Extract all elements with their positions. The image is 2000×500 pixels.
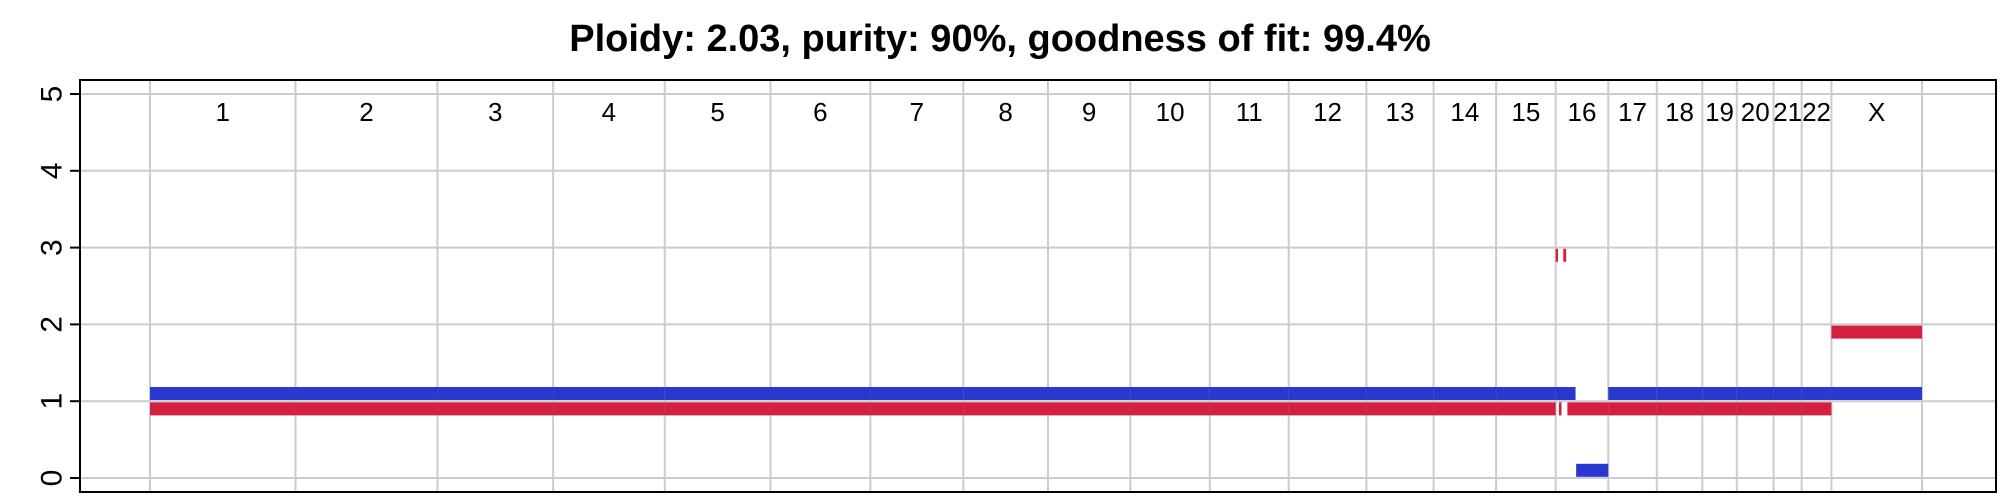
major-allele-segment xyxy=(963,387,1048,401)
chromosome-label: 22 xyxy=(1802,97,1831,127)
chromosome-label: 18 xyxy=(1665,97,1694,127)
minor-allele-segment xyxy=(150,402,296,416)
minor-allele-segment xyxy=(1702,402,1737,416)
chromosome-label-layer: 1 2 3 4 5 6 7 8 9 10 11 12 13 14 15 16 17 18 19 20 21 22 X xyxy=(216,97,1886,127)
major-allele-segment xyxy=(1130,387,1210,401)
chromosome-label: 1 xyxy=(216,97,230,127)
minor-allele-segment xyxy=(553,402,665,416)
minor-allele-segment xyxy=(664,402,771,416)
minor-allele-segment xyxy=(1736,402,1774,416)
chromosome-label: 10 xyxy=(1156,97,1185,127)
minor-allele-segment xyxy=(1801,402,1832,416)
chromosome-label: 6 xyxy=(813,97,827,127)
y-tick-label: 5 xyxy=(36,86,69,103)
major-allele-segment xyxy=(664,387,771,401)
minor-allele-segment xyxy=(1567,402,1609,416)
minor-allele-segment xyxy=(1831,325,1922,339)
chromosome-label: 7 xyxy=(910,97,924,127)
major-allele-segment xyxy=(1433,387,1497,401)
major-allele-segment xyxy=(1831,387,1922,401)
segment-layer xyxy=(150,248,1922,477)
chromosome-label: 11 xyxy=(1236,97,1263,127)
major-allele-segment xyxy=(1608,387,1657,401)
minor-allele-segment xyxy=(295,402,438,416)
grid-layer xyxy=(80,80,1996,492)
chromosome-label: 5 xyxy=(710,97,724,127)
chromosome-label: 16 xyxy=(1568,97,1597,127)
major-allele-segment xyxy=(1496,387,1556,401)
minor-allele-segment xyxy=(1558,402,1562,416)
minor-allele-segment xyxy=(1366,402,1434,416)
minor-allele-segment xyxy=(437,402,554,416)
chromosome-label: X xyxy=(1868,97,1885,127)
major-allele-segment xyxy=(1736,387,1774,401)
chromosome-label: 8 xyxy=(998,97,1012,127)
chromosome-label: 21 xyxy=(1773,97,1802,127)
y-tick-label: 0 xyxy=(36,470,69,487)
major-allele-segment xyxy=(1773,387,1802,401)
major-allele-segment xyxy=(553,387,665,401)
major-allele-segment xyxy=(1656,387,1703,401)
chart-title: Ploidy: 2.03, purity: 90%, goodness of f… xyxy=(569,18,1431,60)
minor-allele-segment xyxy=(870,402,964,416)
chromosome-label: 12 xyxy=(1313,97,1342,127)
minor-allele-segment xyxy=(1555,248,1559,262)
major-allele-segment xyxy=(1576,463,1609,477)
chromosome-label: 20 xyxy=(1741,97,1770,127)
minor-allele-segment xyxy=(770,402,871,416)
major-allele-segment xyxy=(1366,387,1434,401)
chromosome-label: 3 xyxy=(488,97,502,127)
plot-frame xyxy=(79,79,1997,493)
major-allele-segment xyxy=(150,387,296,401)
major-allele-segment xyxy=(1209,387,1289,401)
minor-allele-segment xyxy=(1433,402,1497,416)
major-allele-segment xyxy=(1288,387,1367,401)
chromosome-label: 19 xyxy=(1705,97,1734,127)
y-tick-label: 1 xyxy=(36,393,69,410)
chromosome-label: 13 xyxy=(1386,97,1415,127)
minor-allele-segment xyxy=(1209,402,1289,416)
major-allele-segment xyxy=(1555,387,1576,401)
minor-allele-segment xyxy=(1047,402,1131,416)
major-allele-segment xyxy=(437,387,554,401)
chromosome-label: 2 xyxy=(359,97,373,127)
minor-allele-segment xyxy=(1608,402,1657,416)
y-tick-label: 2 xyxy=(36,316,69,333)
major-allele-segment xyxy=(870,387,964,401)
minor-allele-segment xyxy=(1496,402,1556,416)
major-allele-segment xyxy=(1047,387,1131,401)
y-tick-label: 4 xyxy=(36,162,69,179)
minor-allele-segment xyxy=(1130,402,1210,416)
chromosome-label: 14 xyxy=(1450,97,1479,127)
chromosome-label: 9 xyxy=(1082,97,1096,127)
major-allele-segment xyxy=(770,387,871,401)
chromosome-label: 15 xyxy=(1511,97,1540,127)
major-allele-segment xyxy=(1801,387,1832,401)
minor-allele-segment xyxy=(1773,402,1802,416)
minor-allele-segment xyxy=(1656,402,1703,416)
chromosome-label: 4 xyxy=(602,97,616,127)
chromosome-label: 17 xyxy=(1618,97,1647,127)
major-allele-segment xyxy=(1702,387,1737,401)
minor-allele-segment xyxy=(1288,402,1367,416)
y-tick-label: 3 xyxy=(36,239,69,256)
minor-allele-segment xyxy=(1563,248,1567,262)
minor-allele-segment xyxy=(963,402,1048,416)
major-allele-segment xyxy=(295,387,438,401)
